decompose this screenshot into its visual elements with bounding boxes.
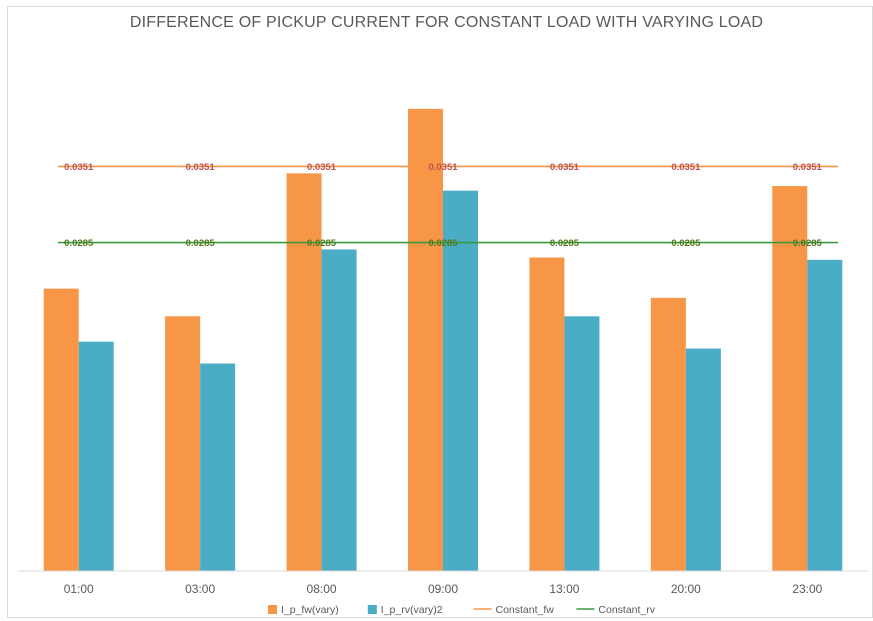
data-label-Constant_fw: 0.0351 <box>307 162 337 173</box>
legend-label: Constant_rv <box>598 604 655 616</box>
bar-I_p_rv(vary)2-23:00 <box>807 259 843 571</box>
x-tick-label: 08:00 <box>307 582 337 596</box>
ticks-layer: 01:00 03:00 08:00 09:00 13:00 20:00 23:00 <box>64 582 823 596</box>
data-label-Constant_fw: 0.0351 <box>793 162 823 173</box>
bar-I_p_fw(vary)-01:00 <box>43 288 79 571</box>
data-label-Constant_fw: 0.0351 <box>550 162 580 173</box>
data-label-Constant_rv: 0.0285 <box>671 238 701 249</box>
bar-I_p_fw(vary)-13:00 <box>529 257 565 571</box>
data-label-Constant_rv: 0.0285 <box>307 238 337 249</box>
legend: I_p_fw(vary) I_p_rv(vary)2 Constant_fw Cons… <box>268 604 656 616</box>
x-tick-label: 20:00 <box>671 582 701 596</box>
legend-label: I_p_rv(vary)2 <box>381 604 443 616</box>
data-label-Constant_rv: 0.0285 <box>64 238 94 249</box>
bar-I_p_fw(vary)-23:00 <box>772 186 808 571</box>
x-tick-label: 09:00 <box>428 582 458 596</box>
data-label-Constant_fw: 0.0351 <box>186 162 216 173</box>
legend-swatch <box>268 605 277 614</box>
x-tick-label: 03:00 <box>185 582 215 596</box>
chart-title: DIFFERENCE OF PICKUP CURRENT FOR CONSTAN… <box>129 14 764 31</box>
x-tick-label: 23:00 <box>792 582 822 596</box>
bar-I_p_fw(vary)-20:00 <box>650 297 686 571</box>
data-label-Constant_rv: 0.0285 <box>186 238 216 249</box>
data-label-Constant_rv: 0.0285 <box>550 238 580 249</box>
bars-layer <box>43 108 843 572</box>
bar-I_p_rv(vary)2-03:00 <box>200 363 236 571</box>
bar-I_p_rv(vary)2-09:00 <box>443 190 478 572</box>
data-label-Constant_fw: 0.0351 <box>671 162 701 173</box>
data-label-Constant_fw: 0.0351 <box>64 162 94 173</box>
bar-I_p_fw(vary)-08:00 <box>286 173 322 571</box>
legend-label: I_p_fw(vary) <box>281 604 339 616</box>
bar-I_p_rv(vary)2-13:00 <box>564 316 600 571</box>
bar-I_p_rv(vary)2-20:00 <box>685 348 721 571</box>
data-label-Constant_fw: 0.0351 <box>428 162 458 173</box>
legend-swatch <box>367 605 377 614</box>
data-label-Constant_rv: 0.0285 <box>428 238 458 249</box>
legend-label: Constant_fw <box>496 604 555 616</box>
lines-layer <box>58 165 838 244</box>
data-label-Constant_rv: 0.0285 <box>793 238 823 249</box>
bar-I_p_rv(vary)2-08:00 <box>321 249 357 571</box>
x-tick-label: 01:00 <box>64 582 94 596</box>
labels-layer: 0.0351 0.0351 0.0351 0.0351 0.0351 0.0351 0.03… <box>64 162 822 249</box>
x-tick-label: 13:00 <box>549 582 579 596</box>
bar-I_p_rv(vary)2-01:00 <box>78 341 114 571</box>
bar-I_p_fw(vary)-09:00 <box>408 108 443 571</box>
bar-I_p_fw(vary)-03:00 <box>165 316 201 571</box>
